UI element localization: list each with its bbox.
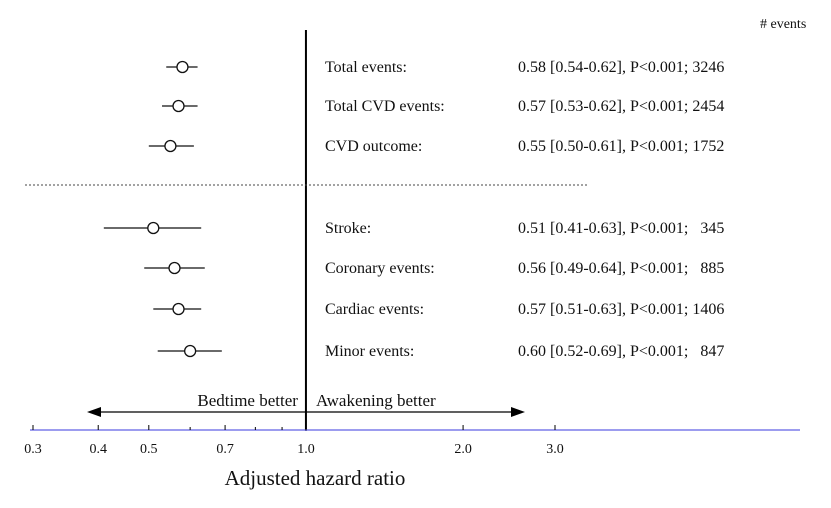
hazard-ratio-point	[164, 139, 177, 153]
bedtime-better-label: Bedtime better	[197, 391, 298, 410]
row-label: Cardiac events:	[325, 301, 424, 318]
hazard-ratio-point	[176, 60, 189, 74]
row-stat: 0.55 [0.50-0.61], P<0.001; 1752	[518, 138, 724, 155]
awakening-better-label: Awakening better	[316, 391, 436, 410]
x-axis: 0.3 0.4 0.5 0.7 1.0 2.0 3.0	[24, 425, 800, 457]
x-tick-label: 0.3	[24, 442, 42, 457]
x-tick-label: 1.0	[297, 442, 315, 457]
hazard-ratio-point	[147, 221, 160, 235]
row-stat: 0.60 [0.52-0.69], P<0.001; 847	[518, 343, 724, 360]
hazard-ratio-point	[172, 302, 185, 316]
left-arrow-head	[87, 407, 101, 417]
row-label: CVD outcome:	[325, 138, 422, 155]
row-stat: 0.51 [0.41-0.63], P<0.001; 345	[518, 220, 724, 237]
row-label: Total events:	[325, 59, 407, 76]
x-tick-label: 0.4	[89, 442, 107, 457]
direction-arrows: Bedtime better Awakening better	[87, 391, 525, 417]
row-stat: 0.57 [0.51-0.63], P<0.001; 1406	[518, 301, 724, 318]
row-label: Coronary events:	[325, 260, 435, 277]
row-statistics: 0.58 [0.54-0.62], P<0.001; 3246 0.57 [0.5…	[518, 59, 724, 360]
row-stat: 0.56 [0.49-0.64], P<0.001; 885	[518, 260, 724, 277]
plot-marks	[25, 30, 588, 431]
x-tick-label: 2.0	[454, 442, 472, 457]
row-label: Minor events:	[325, 343, 414, 360]
events-column-header: # events	[760, 17, 806, 32]
right-arrow-head	[511, 407, 525, 417]
row-stat: 0.58 [0.54-0.62], P<0.001; 3246	[518, 59, 724, 76]
x-tick-label: 0.5	[140, 442, 158, 457]
x-tick-label: 3.0	[546, 442, 564, 457]
row-label: Stroke:	[325, 220, 371, 237]
x-axis-title: Adjusted hazard ratio	[225, 466, 406, 490]
row-label: Total CVD events:	[325, 98, 445, 115]
x-tick-label: 0.7	[216, 442, 234, 457]
row-labels: Total events: Total CVD events: CVD outcom…	[325, 59, 445, 360]
hazard-ratio-point	[172, 99, 185, 113]
row-stat: 0.57 [0.53-0.62], P<0.001; 2454	[518, 98, 724, 115]
hazard-ratio-point	[168, 261, 181, 275]
hazard-ratio-point	[183, 344, 197, 358]
